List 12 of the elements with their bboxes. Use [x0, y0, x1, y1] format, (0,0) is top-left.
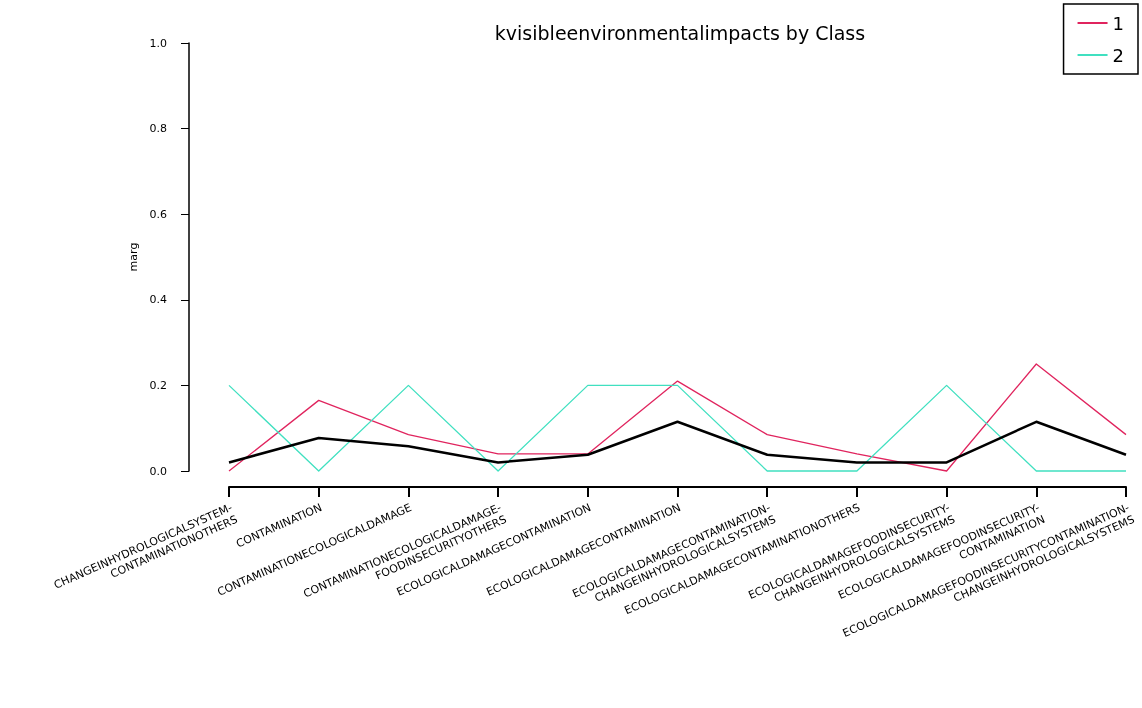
line-series	[227, 420, 1128, 464]
y-tick-label: 1.0	[149, 36, 167, 50]
line-series	[228, 363, 1127, 472]
legend-label: 1	[1112, 12, 1124, 34]
chart-title: kvisibleenvironmentalimpacts by Class	[494, 21, 866, 44]
y-tick-label: 0.0	[149, 464, 167, 478]
legend-label: 2	[1112, 44, 1124, 66]
y-tick-label: 0.6	[149, 207, 167, 221]
y-tick-label: 0.2	[149, 378, 167, 392]
y-axis-title: marg	[126, 242, 140, 272]
y-tick-label: 0.8	[149, 122, 167, 136]
y-tick-label: 0.4	[149, 293, 167, 307]
